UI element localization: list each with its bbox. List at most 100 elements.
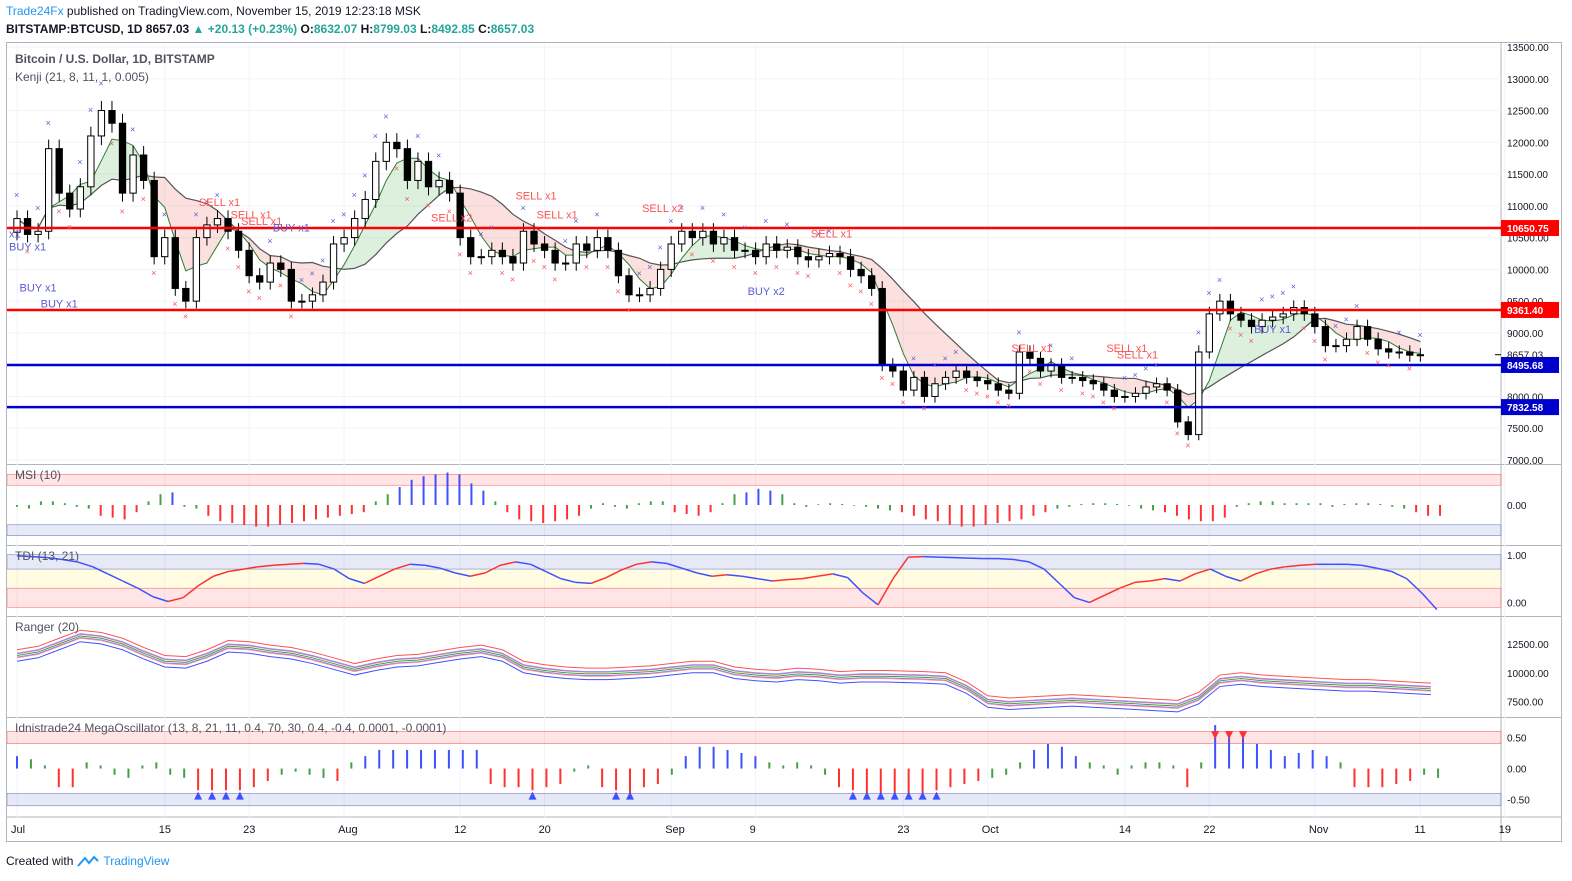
- signal-cross: ×: [130, 125, 135, 135]
- signal-cross: ×: [67, 222, 72, 232]
- sell-triangle-icon: [1225, 731, 1234, 740]
- candle-body: [76, 186, 84, 210]
- candle-body: [678, 230, 686, 245]
- kenji-band: [164, 177, 176, 241]
- candle-body: [762, 243, 770, 258]
- signal-cross: ×: [594, 210, 599, 220]
- buy-triangle-icon: [221, 791, 230, 800]
- indicator-title: TDI (13, 21): [15, 549, 79, 563]
- signal-cross: ×: [837, 268, 842, 278]
- kenji-band: [681, 245, 693, 262]
- tdi-line-segment: [787, 577, 803, 581]
- tdi-line-segment: [1209, 568, 1226, 577]
- signal-cross: ×: [236, 262, 241, 272]
- signal-cross: ×: [468, 268, 473, 278]
- signal-cross: ×: [436, 151, 441, 161]
- signal-label: SELL x1: [537, 210, 578, 222]
- kenji-band: [1124, 378, 1136, 395]
- candle-body: [741, 249, 749, 252]
- signal-label: BUY x1: [273, 222, 310, 234]
- candle-body: [55, 148, 63, 194]
- kenji-band: [934, 323, 946, 387]
- price-tick-label: 12500.00: [1507, 107, 1549, 118]
- tdi-line-segment: [998, 557, 1014, 561]
- candle-body: [319, 281, 327, 296]
- candle-body: [498, 249, 507, 258]
- date-tick-label: 23: [243, 824, 255, 836]
- candle-body: [1079, 376, 1087, 382]
- tdi-upper-band: [6, 554, 1502, 570]
- signal-cross: ×: [763, 216, 768, 226]
- signal-cross: ×: [911, 354, 916, 364]
- tradingview-brand[interactable]: TradingView: [103, 854, 170, 868]
- signal-cross: ×: [1301, 324, 1306, 334]
- signal-cross: ×: [1270, 291, 1275, 301]
- tdi-line-segment: [32, 555, 48, 559]
- candle-body: [709, 230, 718, 245]
- candle-body: [815, 256, 823, 261]
- signal-cross: ×: [46, 118, 51, 128]
- candle-body: [1395, 351, 1403, 354]
- candle-body: [1057, 364, 1066, 378]
- level-tag-label: 10650.75: [1507, 224, 1549, 235]
- tdi-line-segment: [1028, 561, 1045, 570]
- candle-body: [1321, 326, 1330, 347]
- candle-body: [572, 243, 580, 264]
- price-tick-label: 7500.00: [1507, 424, 1544, 435]
- kenji-band: [1230, 312, 1241, 374]
- high-value: 8799.03: [373, 22, 417, 36]
- candle-body: [783, 246, 791, 251]
- candle-body: [150, 179, 158, 258]
- kenji-band: [903, 290, 914, 376]
- date-tick-label: 19: [1499, 824, 1511, 836]
- candle-body: [23, 218, 32, 235]
- candle-body: [1121, 395, 1129, 398]
- chart-container[interactable]: 13500.00 13000.00 12500.00 12000.00 11500.00…: [6, 42, 1562, 842]
- level-tag-label: 9361.40: [1507, 306, 1544, 317]
- signal-cross: ×: [552, 274, 557, 284]
- indicator-tick-label: 0.00: [1507, 765, 1527, 776]
- signal-cross: ×: [531, 256, 536, 266]
- level-tag: [1501, 399, 1559, 416]
- candle-body: [393, 141, 401, 150]
- candle-body: [139, 154, 148, 181]
- buy-triangle-icon: [612, 791, 621, 800]
- buy-triangle-icon: [876, 791, 885, 800]
- tdi-line-segment: [726, 574, 743, 577]
- kenji-band: [1388, 331, 1400, 349]
- tdi-line-segment: [303, 562, 320, 566]
- tdi-line-segment: [802, 575, 818, 580]
- candle-body: [857, 268, 865, 277]
- kenji-band: [1093, 376, 1104, 383]
- chart-svg[interactable]: 13500.00 13000.00 12500.00 12000.00 11500.00…: [6, 43, 1561, 841]
- low-value: 8492.85: [431, 22, 475, 36]
- last-price-label: 8657.03: [1507, 351, 1544, 362]
- tdi-line-segment: [92, 566, 108, 575]
- kenji-band: [1209, 350, 1220, 387]
- indicator-tick-label: 0.50: [1507, 734, 1527, 745]
- author-link[interactable]: Trade24Fx: [6, 4, 64, 18]
- price-tick-label: 13500.00: [1507, 43, 1549, 54]
- signal-cross: ×: [1090, 391, 1095, 401]
- signal-label: SELL x1: [811, 229, 852, 241]
- date-tick-label: Aug: [338, 824, 358, 836]
- candle-body: [720, 237, 728, 245]
- candle-body: [456, 192, 464, 239]
- tdi-line-segment: [62, 558, 78, 563]
- candle-body: [551, 249, 559, 264]
- ranger-lower-line: [16, 633, 1431, 705]
- candle-body: [329, 243, 338, 283]
- signal-cross: ×: [1101, 398, 1106, 408]
- signal-cross: ×: [679, 203, 684, 213]
- kenji-band: [913, 301, 925, 384]
- candle-body: [1342, 338, 1351, 347]
- signal-cross: ×: [193, 210, 198, 220]
- signal-cross: ×: [974, 388, 979, 398]
- date-tick-label: 20: [539, 824, 551, 836]
- tdi-line-segment: [1270, 565, 1286, 570]
- candle-body: [899, 370, 907, 391]
- tdi-line-segment: [424, 564, 441, 569]
- price-tick-label: 12000.00: [1507, 138, 1549, 149]
- mega-lower-band: [6, 793, 1502, 807]
- tdi-line-segment: [1179, 573, 1196, 582]
